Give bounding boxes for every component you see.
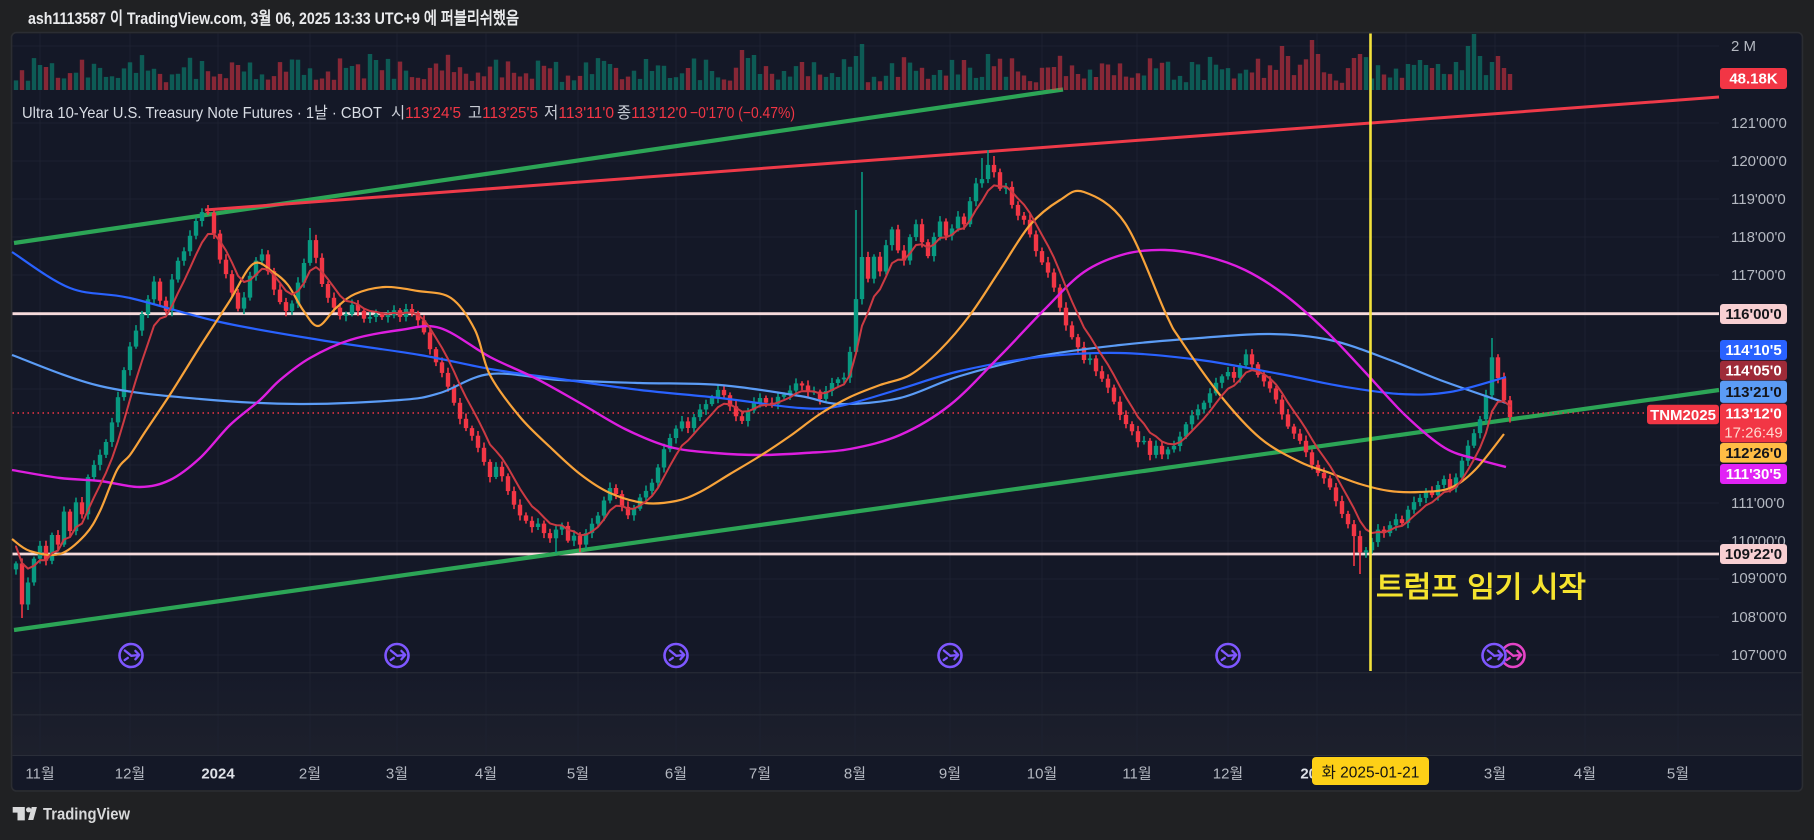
svg-text:6월: 6월 <box>665 766 687 783</box>
svg-text:120'00'0: 120'00'0 <box>1731 153 1787 170</box>
svg-text:10월: 10월 <box>1027 766 1058 783</box>
svg-text:7월: 7월 <box>749 766 771 783</box>
svg-text:11월: 11월 <box>1122 766 1151 783</box>
svg-text:Ultra 10-Year U.S. Treasury No: Ultra 10-Year U.S. Treasury Note Futures… <box>22 104 382 122</box>
svg-text:트럼프 임기 시작: 트럼프 임기 시작 <box>1376 571 1586 604</box>
svg-text:TNM2025: TNM2025 <box>1650 407 1716 424</box>
svg-text:111'30'5: 111'30'5 <box>1726 466 1782 483</box>
svg-text:TradingView: TradingView <box>43 805 131 824</box>
svg-text:3월: 3월 <box>1484 766 1506 783</box>
svg-text:11월: 11월 <box>25 766 54 783</box>
svg-text:119'00'0: 119'00'0 <box>1731 191 1786 208</box>
svg-text:114'10'5: 114'10'5 <box>1725 342 1781 359</box>
svg-text:12월: 12월 <box>1213 766 1244 783</box>
svg-text:5월: 5월 <box>567 766 589 783</box>
svg-text:113'21'0: 113'21'0 <box>1725 384 1781 401</box>
svg-text:4월: 4월 <box>1574 766 1596 783</box>
svg-text:113'12'0: 113'12'0 <box>1725 406 1781 423</box>
svg-text:12월: 12월 <box>115 766 146 783</box>
svg-text:112'26'0: 112'26'0 <box>1725 445 1781 462</box>
svg-text:−0'17'0 (−0.47%): −0'17'0 (−0.47%) <box>690 105 795 122</box>
svg-text:107'00'0: 107'00'0 <box>1731 647 1787 664</box>
svg-text:4월: 4월 <box>475 766 497 783</box>
svg-text:117'00'0: 117'00'0 <box>1731 267 1786 284</box>
svg-text:118'00'0: 118'00'0 <box>1731 229 1786 246</box>
svg-text:종113'12'0: 종113'12'0 <box>617 105 687 122</box>
svg-text:2월: 2월 <box>299 766 321 783</box>
svg-text:109'00'0: 109'00'0 <box>1731 570 1787 587</box>
svg-text:114'05'0: 114'05'0 <box>1725 363 1781 380</box>
svg-text:2024: 2024 <box>201 766 235 783</box>
svg-text:8월: 8월 <box>844 766 866 783</box>
svg-text:17:26:49: 17:26:49 <box>1724 425 1782 442</box>
svg-text:시113'24'5: 시113'24'5 <box>391 105 461 122</box>
svg-text:2 M: 2 M <box>1731 38 1756 55</box>
svg-text:109'22'0: 109'22'0 <box>1725 546 1782 563</box>
svg-text:9월: 9월 <box>939 766 961 783</box>
svg-text:111'00'0: 111'00'0 <box>1731 495 1785 512</box>
svg-text:화 2025-01-21: 화 2025-01-21 <box>1322 764 1420 782</box>
svg-text:ash1113587 이 TradingView.com,: ash1113587 이 TradingView.com, 3월 06, 202… <box>28 8 519 28</box>
svg-text:저113'11'0: 저113'11'0 <box>544 104 614 122</box>
svg-text:121'00'0: 121'00'0 <box>1731 115 1787 132</box>
svg-text:116'00'0: 116'00'0 <box>1725 306 1781 323</box>
svg-text:48.18K: 48.18K <box>1729 71 1778 88</box>
svg-text:고113'25'5: 고113'25'5 <box>468 105 538 122</box>
svg-text:108'00'0: 108'00'0 <box>1731 609 1787 626</box>
svg-text:3월: 3월 <box>386 766 408 783</box>
svg-text:5월: 5월 <box>1667 766 1689 783</box>
